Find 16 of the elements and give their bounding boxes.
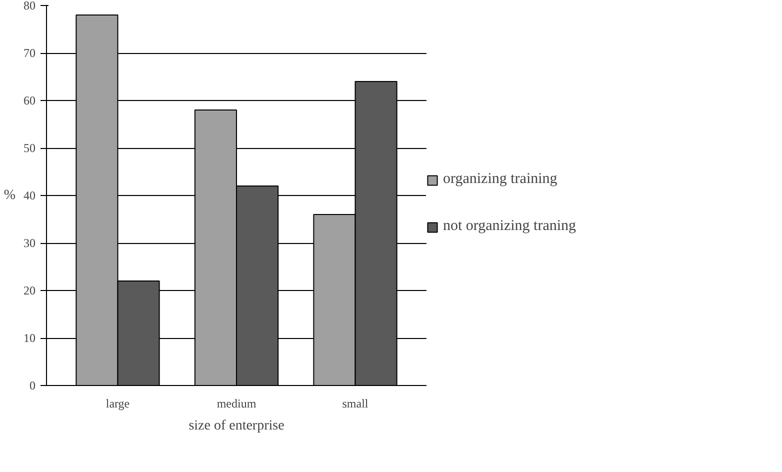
y-tick-label: 0	[30, 378, 36, 392]
legend-label: organizing training	[443, 171, 558, 188]
y-tick-label: 30	[24, 236, 36, 250]
y-axis-title: %	[4, 188, 16, 203]
y-tick-label: 20	[24, 284, 36, 298]
y-tick-label: 60	[24, 94, 36, 108]
x-axis-title: size of enterprise	[188, 418, 284, 434]
x-tick-label: medium	[216, 396, 257, 410]
x-tick-label: large	[106, 396, 130, 410]
y-tick-label: 10	[24, 331, 36, 345]
legend-label: not organizing traning	[443, 218, 576, 235]
y-tick-label: 50	[24, 141, 36, 155]
x-tick-label: small	[342, 396, 369, 410]
y-tick-label: 80	[24, 0, 36, 12]
y-tick-label: 70	[24, 46, 36, 60]
y-tick-label: 40	[24, 188, 36, 202]
